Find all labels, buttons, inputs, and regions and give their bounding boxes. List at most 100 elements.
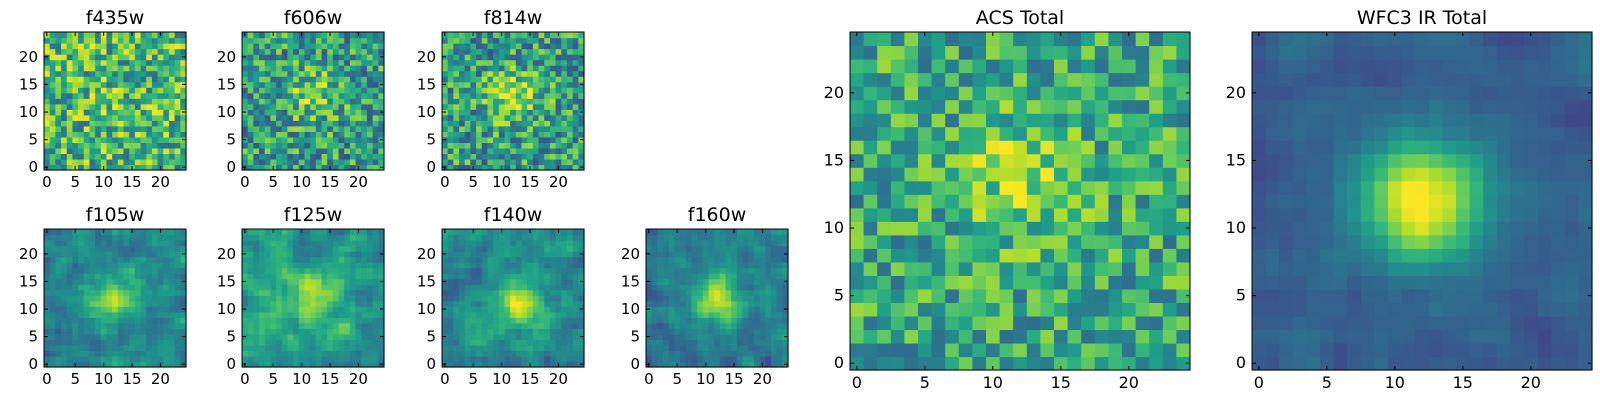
heatmap-cell xyxy=(310,131,317,138)
heatmap-cell xyxy=(264,339,271,346)
heatmap-cell xyxy=(253,273,260,280)
heatmap-cell xyxy=(447,333,454,340)
heatmap-cell xyxy=(447,267,454,274)
heatmap-cell xyxy=(276,339,283,346)
heatmap-cell xyxy=(1094,288,1109,303)
heatmap-cell xyxy=(470,256,477,263)
heatmap-cell xyxy=(287,48,294,55)
heatmap-cell xyxy=(112,92,119,99)
heatmap-cell xyxy=(668,284,675,291)
heatmap-cell xyxy=(481,81,489,88)
heatmap-cell xyxy=(157,355,164,363)
heatmap-cell xyxy=(366,120,374,127)
heatmap-cell xyxy=(470,234,477,241)
heatmap-cell xyxy=(493,142,500,149)
heatmap-cell xyxy=(736,328,744,335)
heatmap-cell xyxy=(493,164,500,171)
heatmap-cell xyxy=(549,114,557,121)
heatmap-cell xyxy=(180,114,187,121)
heatmap-cell xyxy=(453,92,460,99)
heatmap-cell xyxy=(361,114,368,121)
heatmap-cell xyxy=(264,295,271,302)
heatmap-cell xyxy=(321,120,328,127)
heatmap-cell xyxy=(55,65,62,72)
heatmap-cell xyxy=(510,125,517,132)
heatmap-cell xyxy=(538,87,545,94)
heatmap-cell xyxy=(487,240,494,247)
heatmap-cell xyxy=(527,98,534,105)
heatmap-cell xyxy=(259,76,266,83)
heatmap-cell xyxy=(378,273,385,280)
heatmap-cell xyxy=(725,278,732,285)
heatmap-cell xyxy=(527,273,534,280)
heatmap-cell xyxy=(945,167,960,182)
heatmap-cell xyxy=(685,361,693,368)
heatmap-cell xyxy=(315,37,323,44)
heatmap-cell xyxy=(44,234,51,241)
heatmap-cell xyxy=(72,48,79,55)
heatmap-cell xyxy=(332,251,340,258)
heatmap-cell xyxy=(372,65,379,72)
heatmap-cell xyxy=(264,251,271,258)
heatmap-cell xyxy=(310,70,317,77)
heatmap-cell xyxy=(680,300,687,307)
heatmap-cell xyxy=(515,158,523,166)
heatmap-cell xyxy=(561,289,568,296)
heatmap-cell xyxy=(770,295,778,302)
x-tick-label: 10 xyxy=(292,370,311,388)
heatmap-cell xyxy=(561,240,568,247)
heatmap-cell xyxy=(49,361,56,368)
heatmap-cell xyxy=(344,125,351,132)
heatmap-cell xyxy=(765,289,772,296)
heatmap-cell xyxy=(759,234,766,241)
heatmap-cell xyxy=(651,361,658,368)
heatmap-cell xyxy=(140,262,147,269)
heatmap-cell xyxy=(95,65,102,72)
heatmap-cell xyxy=(372,278,379,285)
heatmap-cell xyxy=(555,142,562,149)
heatmap-cell xyxy=(697,278,704,285)
heatmap-cell xyxy=(112,120,119,127)
heatmap-cell xyxy=(298,59,306,66)
heatmap-cell xyxy=(782,262,789,269)
heatmap-cell xyxy=(498,289,506,296)
heatmap-cell xyxy=(287,278,294,285)
heatmap-cell xyxy=(877,329,892,344)
heatmap-cell xyxy=(691,322,698,329)
heatmap-cell xyxy=(958,180,973,195)
heatmap-cell xyxy=(453,54,460,61)
heatmap-cell xyxy=(129,267,136,274)
heatmap-cell xyxy=(304,147,311,155)
heatmap-cell xyxy=(538,295,545,302)
heatmap-cell xyxy=(49,229,56,236)
heatmap-cell xyxy=(146,81,153,88)
heatmap-cell xyxy=(572,262,579,269)
heatmap-cell xyxy=(332,344,340,352)
heatmap-cell xyxy=(270,284,277,291)
heatmap-cell xyxy=(572,289,579,296)
heatmap-cell xyxy=(100,251,108,258)
heatmap-cell xyxy=(151,114,159,121)
heatmap-cell xyxy=(538,98,545,105)
heatmap-cell xyxy=(304,32,311,39)
heatmap-cell xyxy=(447,322,454,329)
heatmap-cell xyxy=(561,164,568,171)
heatmap-cell xyxy=(527,278,534,285)
heatmap-cell xyxy=(55,339,62,346)
heatmap-cell xyxy=(527,256,534,263)
heatmap-cell xyxy=(270,240,277,247)
heatmap-cell xyxy=(487,234,494,241)
heatmap-cell xyxy=(247,240,254,247)
heatmap-cell xyxy=(702,262,710,269)
heatmap-cell xyxy=(1135,302,1150,317)
heatmap-cell xyxy=(78,59,85,66)
heatmap-cell xyxy=(515,76,523,83)
heatmap-cell xyxy=(527,65,534,72)
heatmap-cell xyxy=(527,153,534,160)
heatmap-cell xyxy=(157,251,164,258)
heatmap-cell xyxy=(986,180,1001,195)
heatmap-cell xyxy=(663,278,670,285)
heatmap-cell xyxy=(1081,248,1096,263)
heatmap-cell xyxy=(544,59,551,66)
